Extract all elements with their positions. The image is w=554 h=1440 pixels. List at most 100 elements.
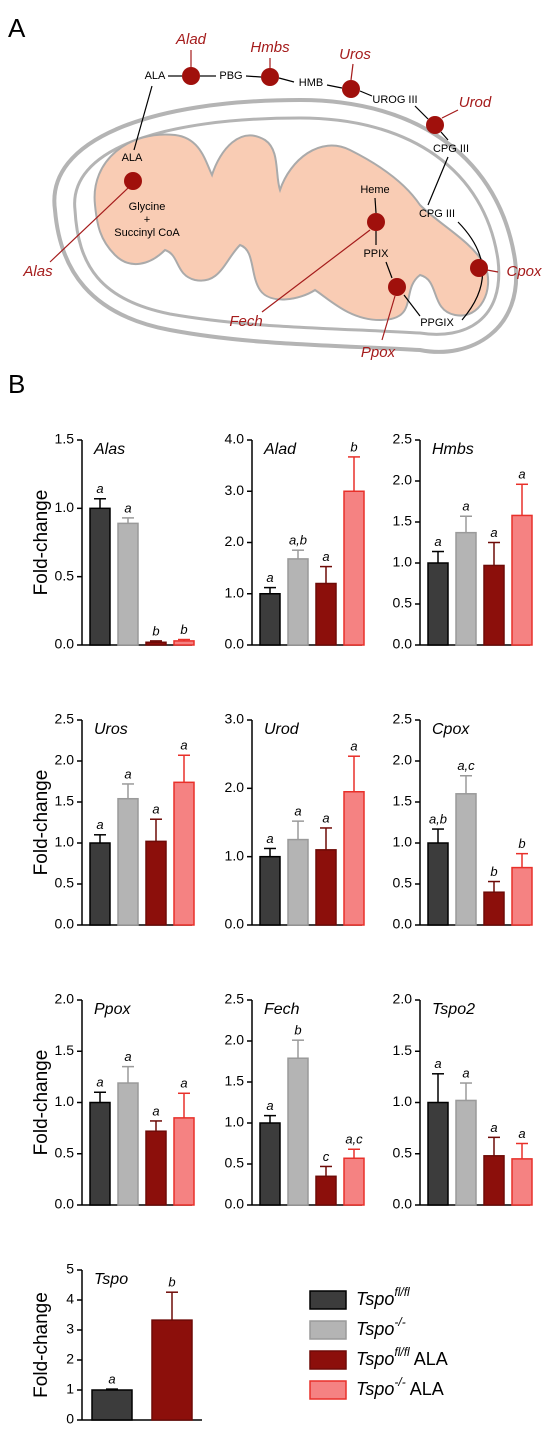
bar [146, 642, 166, 645]
bar [484, 1156, 504, 1205]
significance-letter: a [434, 1056, 441, 1071]
significance-letter: a [124, 500, 131, 515]
significance-letter: a [322, 810, 329, 825]
legend-superscript: fl/fl [394, 1285, 410, 1299]
bar [174, 1118, 194, 1205]
metabolite: HMB [299, 77, 323, 89]
gene-label: Fech [229, 313, 262, 330]
y-tick-label: 3 [66, 1321, 74, 1337]
significance-letter: c [323, 1149, 330, 1164]
y-tick-label: 0 [66, 1411, 74, 1427]
significance-letter: a [152, 1103, 159, 1118]
y-tick-label: 1.5 [393, 1042, 413, 1058]
chart-title: Alad [263, 441, 297, 458]
bar [174, 641, 194, 645]
significance-letter: a [518, 1126, 525, 1141]
significance-letter: a [124, 766, 131, 781]
significance-letter: a [96, 481, 103, 496]
legend-suffix: ALA [410, 1379, 444, 1399]
y-axis-label: Fold-change [31, 1050, 52, 1156]
bar [344, 792, 364, 925]
significance-letter: a [266, 1098, 273, 1113]
bar [428, 843, 448, 925]
y-tick-label: 2.5 [55, 711, 75, 727]
legend-swatch [310, 1291, 346, 1309]
bar [484, 565, 504, 645]
legend-label: Tspofl/fl [356, 1285, 410, 1309]
significance-letter: a [490, 1120, 497, 1135]
y-tick-label: 1.0 [393, 834, 413, 850]
y-tick-label: 0.0 [225, 1196, 245, 1212]
significance-letter: b [168, 1275, 175, 1290]
y-tick-label: 1 [66, 1381, 74, 1397]
bar [344, 491, 364, 645]
gene-label: Urod [459, 94, 492, 111]
significance-letter: a [462, 499, 469, 514]
y-tick-label: 2.0 [55, 752, 75, 768]
y-tick-label: 0.0 [393, 1196, 413, 1212]
significance-letter: b [294, 1023, 301, 1038]
chart-title: Uros [94, 721, 128, 738]
y-tick-label: 0.0 [55, 1196, 75, 1212]
legend-superscript: fl/fl [394, 1345, 410, 1359]
y-tick-label: 3.0 [225, 711, 245, 727]
bar [428, 563, 448, 645]
significance-letter: b [518, 836, 525, 851]
y-tick-label: 2.0 [393, 752, 413, 768]
bar [118, 1083, 138, 1205]
metabolite: Heme [360, 184, 389, 196]
significance-letter: a [108, 1372, 115, 1387]
y-tick-label: 1.0 [225, 1114, 245, 1130]
bar [146, 1131, 166, 1205]
significance-letter: a [96, 817, 103, 832]
significance-letter: a,b [289, 533, 307, 548]
y-tick-label: 3.0 [225, 482, 245, 498]
bar [260, 1123, 280, 1205]
y-tick-label: 2.0 [55, 991, 75, 1007]
bar [90, 843, 110, 925]
y-tick-label: 1.5 [55, 1042, 75, 1058]
bar [146, 841, 166, 925]
significance-letter: a [180, 738, 187, 753]
significance-letter: b [180, 622, 187, 637]
y-tick-label: 1.0 [55, 499, 75, 515]
y-tick-label: 1.5 [55, 431, 75, 447]
y-axis-label: Fold-change [31, 1292, 52, 1398]
chart-title: Hmbs [432, 441, 474, 458]
metabolite: + [144, 214, 150, 226]
y-tick-label: 0.0 [393, 636, 413, 652]
y-tick-label: 0.0 [55, 916, 75, 932]
significance-letter: a [462, 1065, 469, 1080]
y-tick-label: 4.0 [225, 431, 245, 447]
bar [512, 868, 532, 925]
metabolite: Glycine [129, 201, 166, 213]
significance-letter: a [434, 534, 441, 549]
chart-title: Tspo [94, 1271, 128, 1288]
chart-title: Fech [264, 1001, 300, 1018]
legend-swatch [310, 1381, 346, 1399]
chart-title: Urod [264, 721, 300, 738]
significance-letter: a [96, 1075, 103, 1090]
gene-label: Hmbs [250, 39, 290, 56]
chart-title: Alas [93, 441, 125, 458]
y-tick-label: 1.0 [225, 847, 245, 863]
metabolite: PPIX [363, 248, 389, 260]
significance-letter: a,b [429, 811, 447, 826]
significance-letter: a,c [345, 1132, 363, 1147]
figure: A Alad Hmbs Uros Urod Alas Fech Ppox Cpo… [0, 0, 554, 1440]
bar [512, 1159, 532, 1205]
metabolite: ALA [122, 152, 143, 164]
y-tick-label: 0.5 [55, 567, 75, 583]
significance-letter: b [350, 439, 357, 454]
y-tick-label: 2 [66, 1351, 74, 1367]
significance-letter: a [180, 1076, 187, 1091]
legend-label: Tspo-/-ALA [356, 1375, 444, 1399]
chart-title: Tspo2 [432, 1001, 475, 1018]
y-axis-label: Fold-change [31, 490, 52, 596]
legend-superscript: -/- [394, 1315, 405, 1329]
gene-label: Cpox [506, 263, 542, 280]
y-tick-label: 0.5 [55, 1144, 75, 1160]
significance-letter: a [294, 804, 301, 819]
bar [288, 840, 308, 925]
bar [316, 850, 336, 925]
